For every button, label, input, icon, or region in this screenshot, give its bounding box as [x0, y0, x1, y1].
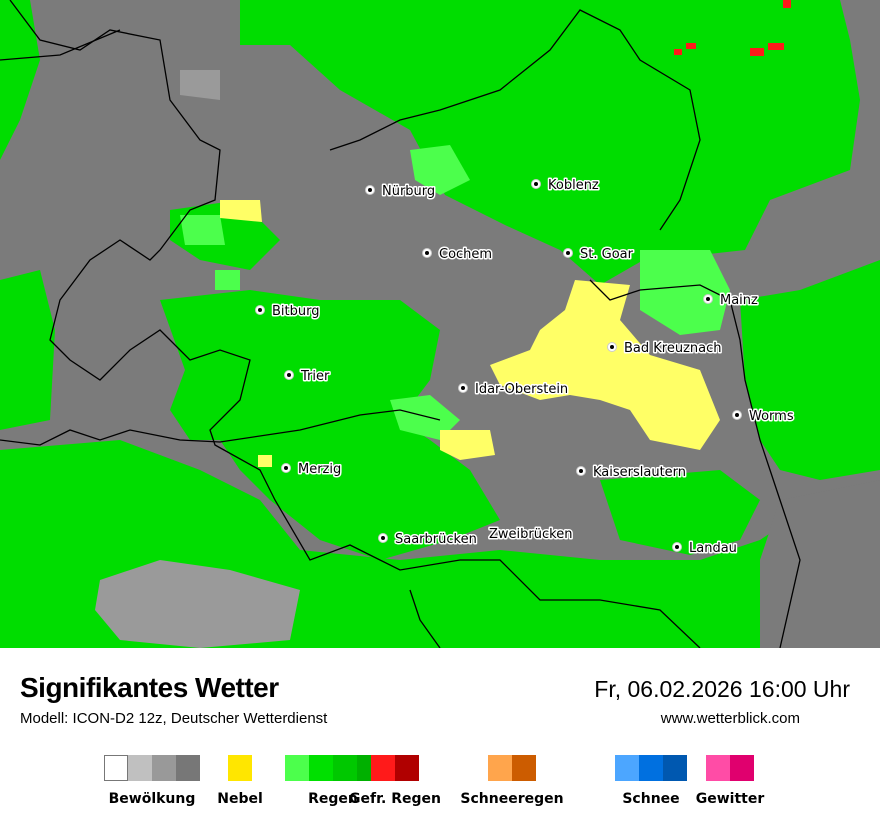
- legend-swatches-0: [104, 755, 200, 781]
- city-dot-center: [284, 466, 288, 470]
- city-kaiserslautern: Kaiserslautern: [576, 464, 688, 482]
- city-trier: Trier: [284, 368, 331, 386]
- city-cochem: Cochem: [422, 246, 494, 264]
- city-label: Worms: [749, 409, 794, 424]
- legend-swatch: [176, 755, 200, 781]
- city-label: Trier: [300, 369, 330, 384]
- city-dot-center: [610, 345, 614, 349]
- legend-swatch: [285, 755, 309, 781]
- city-idar-oberstein: Idar-Oberstein: [458, 381, 570, 399]
- city-markers: Nürburg Koblenz Cochem St. Goar Mainz Bitburg…: [255, 177, 795, 558]
- legend-swatch: [228, 755, 252, 781]
- city-dot-center: [534, 182, 538, 186]
- city-label: Landau: [689, 541, 737, 556]
- city-label: Zweibrücken: [489, 527, 572, 542]
- map-title: Signifikantes Wetter: [20, 672, 279, 703]
- borders: [0, 0, 801, 648]
- legend-swatch: [512, 755, 536, 781]
- city-label: St. Goar: [580, 247, 634, 262]
- city-bad-kreuznach: Bad Kreuznach: [607, 340, 723, 358]
- model-source: Modell: ICON-D2 12z, Deutscher Wetterdie…: [20, 710, 328, 727]
- city-zweibrücken: Zweibrücken: [488, 526, 574, 544]
- city-label: Kaiserslautern: [593, 465, 686, 480]
- legend-swatch: [152, 755, 176, 781]
- city-worms: Worms: [732, 408, 795, 426]
- fog-areas: [220, 200, 720, 467]
- legend-swatch: [395, 755, 419, 781]
- legend-swatch: [333, 755, 357, 781]
- city-dot-center: [706, 297, 710, 301]
- city-bitburg: Bitburg: [255, 303, 321, 321]
- city-dot-center: [381, 536, 385, 540]
- legend-swatches-4: [488, 755, 536, 781]
- legend-swatch: [128, 755, 152, 781]
- city-dot-center: [425, 251, 429, 255]
- city-landau: Landau: [672, 540, 738, 558]
- city-dot-center: [287, 373, 291, 377]
- legend-swatch: [488, 755, 512, 781]
- legend-swatches-3: [371, 755, 419, 781]
- city-nürburg: Nürburg: [365, 183, 437, 201]
- forecast-datetime: Fr, 06.02.2026 16:00 Uhr: [594, 676, 850, 702]
- legend-swatch: [706, 755, 730, 781]
- city-dot-center: [461, 386, 465, 390]
- legend-swatch: [730, 755, 754, 781]
- legend-label: Bewölkung: [108, 791, 196, 807]
- legend-swatches-2: [285, 755, 381, 781]
- city-label: Mainz: [720, 293, 758, 308]
- city-dot-center: [566, 251, 570, 255]
- legend-swatch: [104, 755, 128, 781]
- website-link[interactable]: www.wetterblick.com: [660, 710, 800, 727]
- freezing-rain-spots: [674, 0, 791, 56]
- legend-swatch: [639, 755, 663, 781]
- city-label: Merzig: [298, 462, 341, 477]
- weather-map: Nürburg Koblenz Cochem St. Goar Mainz Bitburg…: [0, 0, 880, 648]
- legend-label: Regen: [308, 791, 358, 807]
- city-label: Idar-Oberstein: [475, 382, 568, 397]
- light-rain-areas: [180, 145, 730, 440]
- legend-label: Gefr. Regen: [349, 791, 441, 807]
- legend-swatch: [371, 755, 395, 781]
- city-dot-center: [368, 188, 372, 192]
- legend-swatch: [309, 755, 333, 781]
- city-label: Koblenz: [548, 178, 599, 193]
- city-label: Cochem: [439, 247, 492, 262]
- city-koblenz: Koblenz: [531, 177, 600, 195]
- legend-swatch: [615, 755, 639, 781]
- legend-label: Nebel: [217, 791, 263, 807]
- legend-label: Schnee: [622, 791, 680, 807]
- city-saarbrücken: Saarbrücken: [378, 531, 478, 549]
- legend-swatches-5: [615, 755, 687, 781]
- city-label: Nürburg: [382, 184, 435, 199]
- legend-label: Gewitter: [695, 791, 765, 807]
- city-label: Bitburg: [272, 304, 320, 319]
- legend-label: Schneeregen: [460, 791, 564, 807]
- city-label: Saarbrücken: [395, 532, 477, 547]
- legend: Bewölkung Nebel Regen Gefr. Regen Schneerege…: [0, 755, 880, 825]
- legend-swatches-1: [228, 755, 252, 781]
- city-dot-center: [258, 308, 262, 312]
- city-label: Bad Kreuznach: [624, 341, 722, 356]
- legend-swatch: [663, 755, 687, 781]
- city-mainz: Mainz: [703, 292, 760, 310]
- city-st-goar: St. Goar: [563, 246, 635, 264]
- city-dot-center: [675, 545, 679, 549]
- city-dot-center: [735, 413, 739, 417]
- city-merzig: Merzig: [281, 461, 343, 479]
- legend-swatches-6: [706, 755, 754, 781]
- city-dot-center: [579, 469, 583, 473]
